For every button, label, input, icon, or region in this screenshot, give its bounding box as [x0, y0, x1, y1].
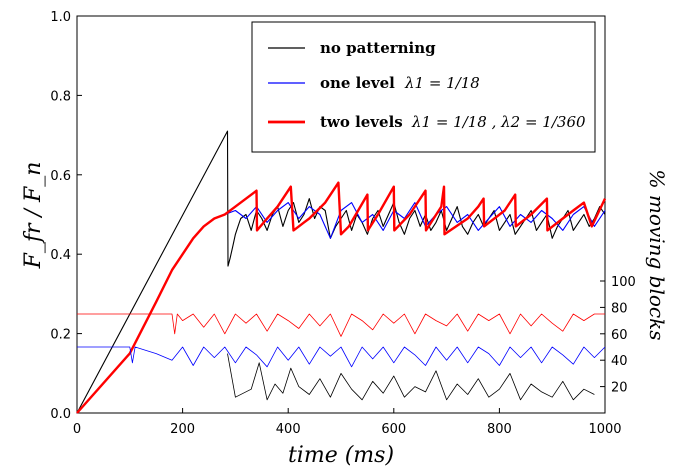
series-line-2: [76, 181, 607, 414]
x-axis-title: time (ms): [288, 443, 394, 468]
legend: no patterning one level λ1 = 1/18 two le…: [251, 21, 596, 153]
legend-label-two-levels: two levels: [320, 113, 403, 131]
legend-box: [251, 21, 596, 153]
y2-tick-label-1: 40: [611, 354, 628, 369]
series-line-0: [76, 130, 606, 414]
y-tick-label-1: 0.2: [50, 328, 71, 343]
x-tick-label-2: 400: [276, 422, 301, 437]
x-tick-label-0: 0: [73, 422, 81, 437]
plot-area: 0 200 400 600 800 1000 0.0 0.2 0.4 0.6 0.8 1.0 20 40 6…: [50, 10, 636, 437]
y2-tick-label-4: 100: [611, 275, 636, 290]
y2-tick-label-3: 80: [611, 301, 628, 316]
y-tick-label-2: 0.4: [50, 248, 71, 263]
x-tick-label-4: 800: [487, 422, 512, 437]
series-line-4: [77, 346, 606, 368]
y-tick-label-4: 0.8: [50, 89, 71, 104]
legend-math-one-level: λ1 = 1/18: [404, 74, 480, 92]
x-tick-label-5: 1000: [588, 422, 621, 437]
x-tick-label-1: 200: [170, 422, 195, 437]
series-line-3: [77, 313, 605, 337]
y2-axis-title: % moving blocks: [645, 170, 669, 341]
y-tick-label-5: 1.0: [50, 10, 71, 25]
x-tick-label-3: 600: [381, 422, 406, 437]
y-tick-label-3: 0.6: [50, 169, 71, 184]
series-line-5: [227, 353, 595, 401]
legend-math-two-levels: λ1 = 1/18 , λ2 = 1/360: [411, 113, 586, 131]
legend-label-one-level: one level: [320, 74, 395, 92]
y-tick-label-0: 0.0: [50, 407, 71, 422]
y-axis-title: F_fr / F_n: [21, 162, 46, 270]
y2-tick-label-0: 20: [611, 381, 628, 396]
y2-tick-label-2: 60: [611, 328, 628, 343]
legend-label-no-patterning: no patterning: [320, 39, 436, 57]
